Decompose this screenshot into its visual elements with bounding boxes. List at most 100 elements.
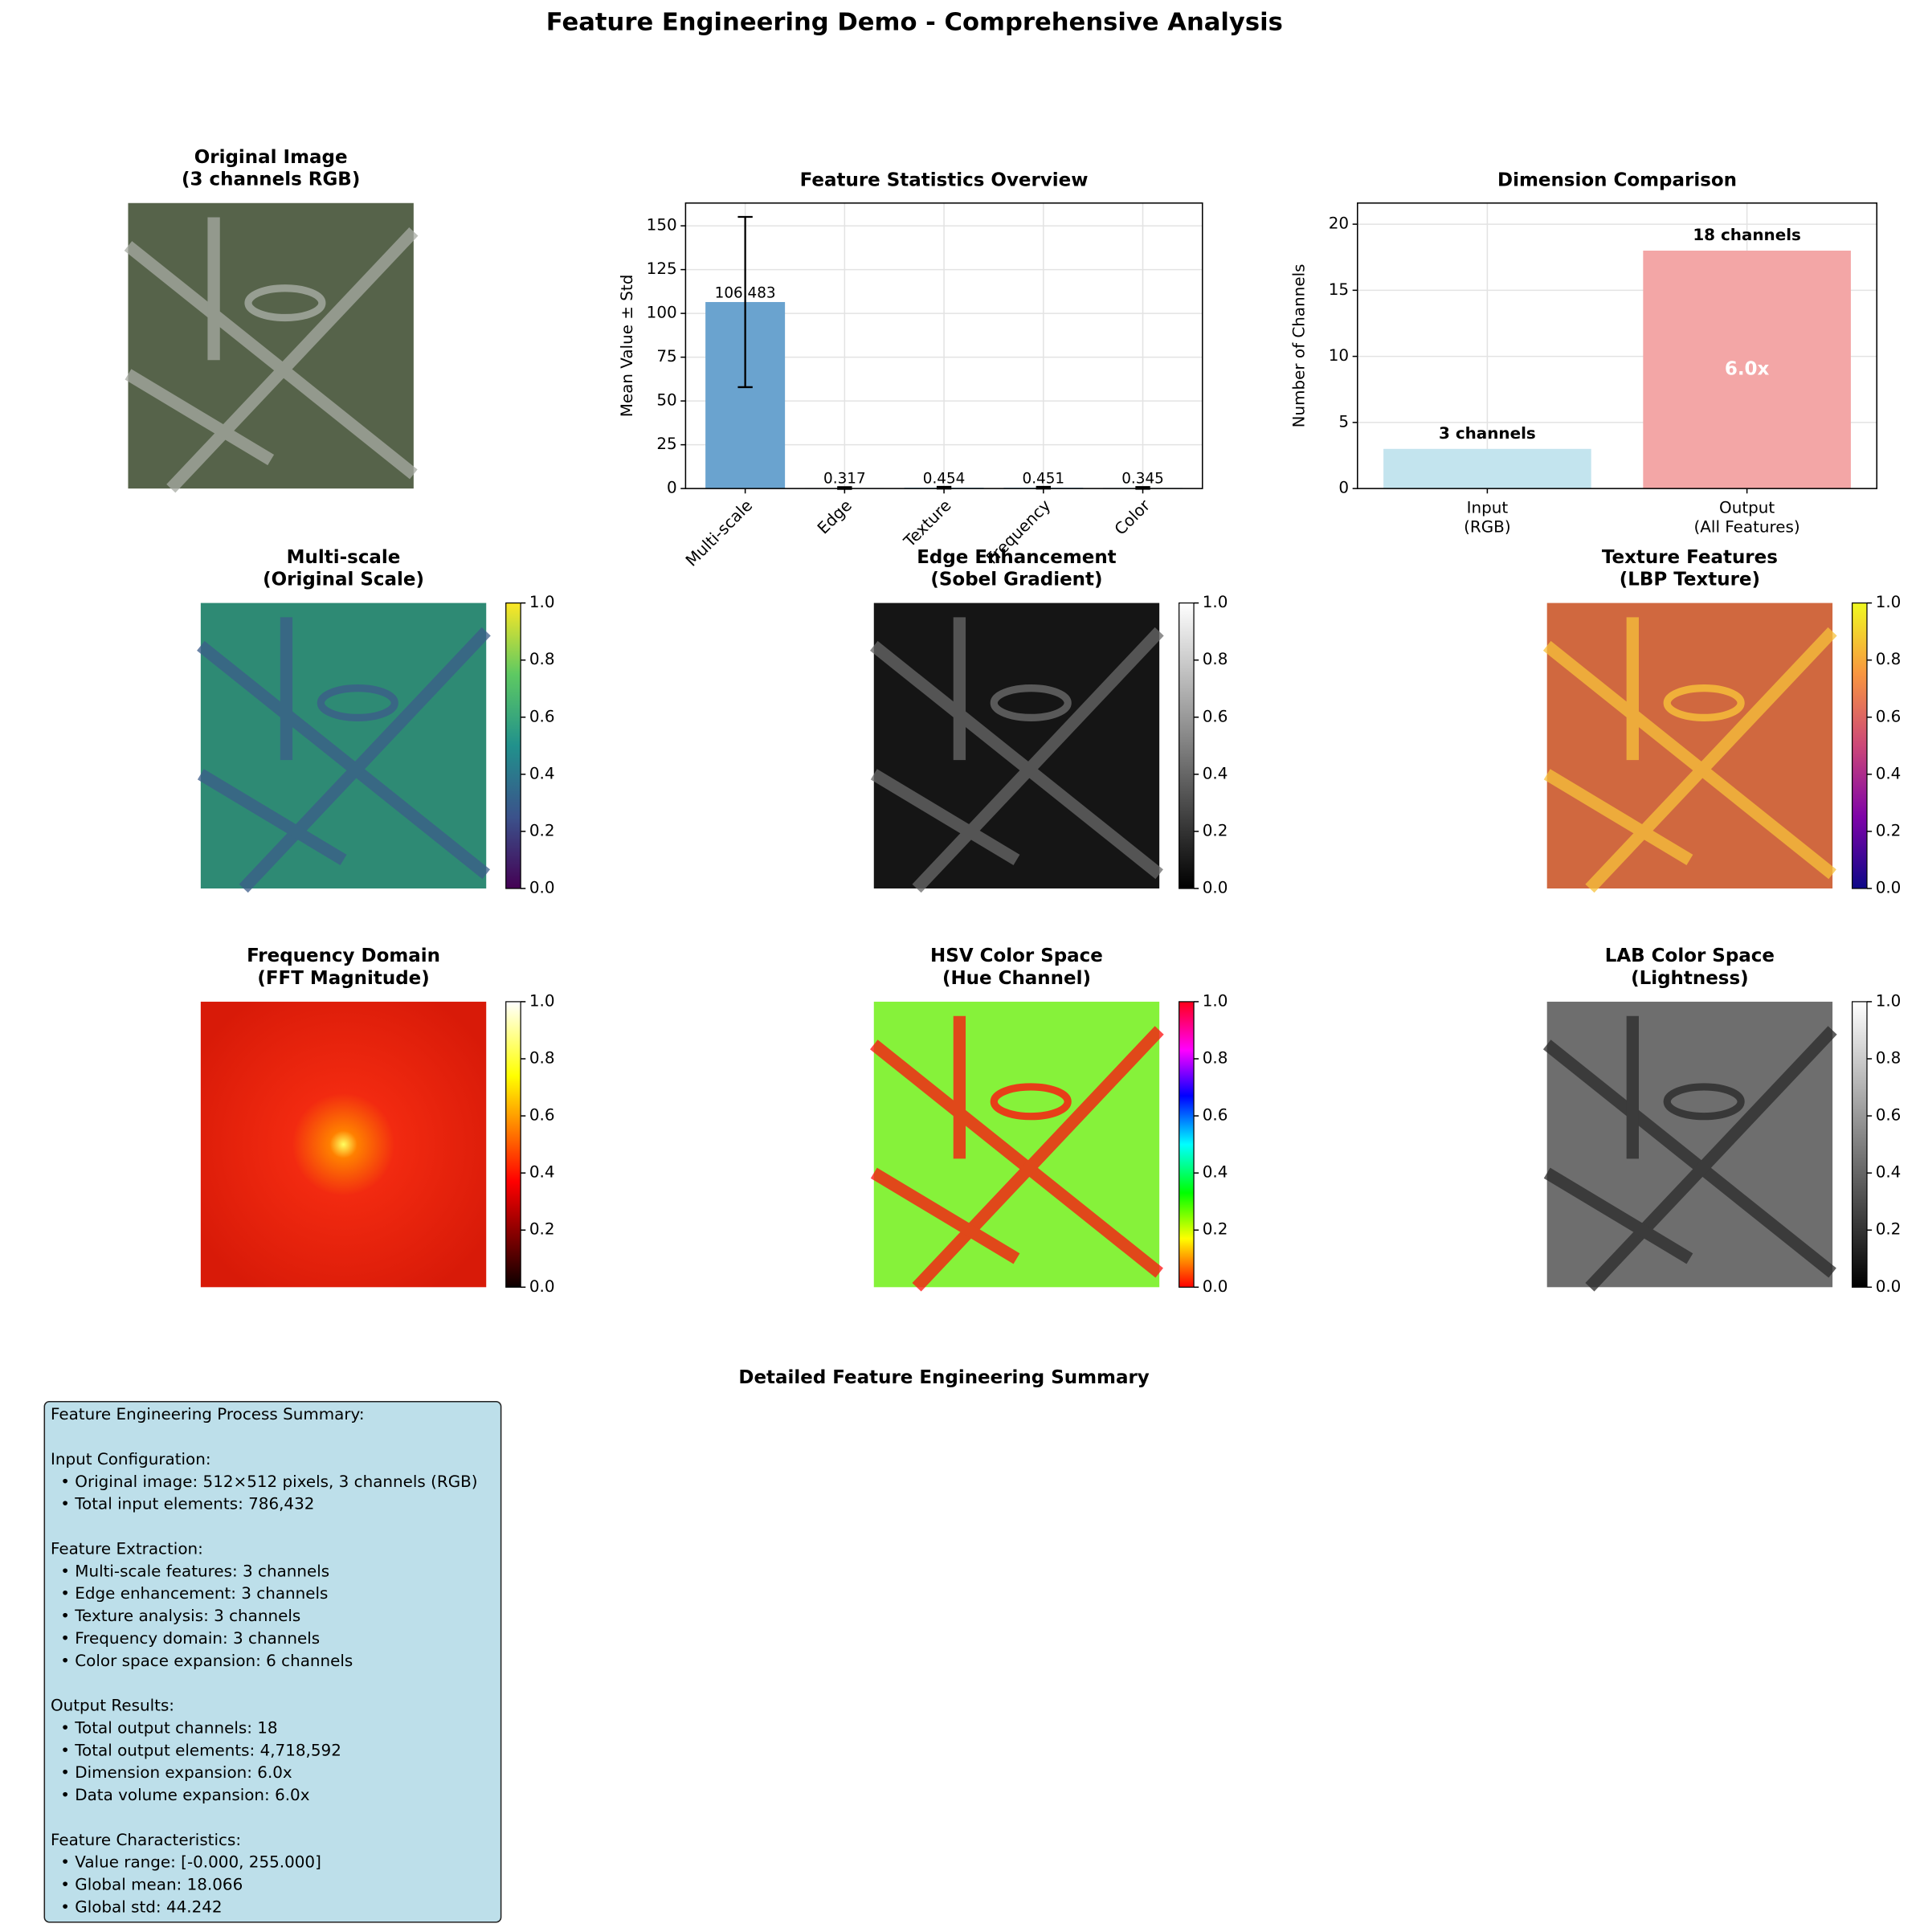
colorbar-tick-label: 0.0 — [1203, 1277, 1228, 1296]
colorbar — [1179, 1001, 1195, 1288]
colorbar-tick-label: 0.0 — [529, 1277, 555, 1296]
value-label: 3 channels — [1439, 424, 1536, 443]
panel-title: LAB Color Space (Lightness) — [1605, 946, 1775, 989]
colorbar-tick-label: 0.0 — [1203, 878, 1228, 897]
colorbar-tick-label: 0.6 — [529, 707, 555, 725]
colorbar — [1851, 1001, 1868, 1288]
summary-line: • Global std: 44.242 — [60, 1897, 222, 1916]
colorbar-tick-label: 0.4 — [1203, 1163, 1228, 1182]
annotation: 6.0x — [1725, 359, 1770, 380]
image-structure — [869, 617, 1164, 893]
value-label: 106.483 — [715, 284, 776, 301]
colorbar-tick-label: 1.0 — [1876, 593, 1902, 611]
x-tick-label: Input (RGB) — [1464, 498, 1510, 536]
bar — [1383, 448, 1591, 489]
beam — [869, 1040, 1163, 1278]
summary-line: • Frequency domain: 3 channels — [60, 1629, 320, 1648]
summary-line: • Texture analysis: 3 channels — [60, 1607, 300, 1625]
colorbar-tick-label: 0.4 — [1203, 764, 1228, 782]
x-tick-label: Multi-scale — [682, 496, 756, 570]
y-tick-label: 0 — [1338, 479, 1349, 497]
beam — [125, 369, 275, 466]
summary-line: • Original image: 512×512 pixels, 3 chan… — [60, 1472, 477, 1491]
summary-line: • Edge enhancement: 3 channels — [60, 1584, 328, 1603]
colorbar-tick-label: 1.0 — [529, 593, 555, 611]
insulator — [317, 684, 398, 721]
summary-line: • Total output channels: 18 — [60, 1718, 277, 1737]
colorbar-tick-label: 0.2 — [1876, 1220, 1902, 1239]
insulator — [1663, 684, 1745, 721]
colorbar-tick-label: 0.2 — [1203, 1220, 1228, 1239]
summary-line: • Color space expansion: 6 channels — [60, 1652, 353, 1670]
panel-title: Edge Enhancement (Sobel Gradient) — [917, 546, 1116, 590]
summary-line: • Total output elements: 4,718,592 — [60, 1741, 341, 1759]
summary-line: Feature Characteristics: — [51, 1831, 241, 1849]
image-structure — [1542, 1015, 1837, 1292]
panel-title: Multi-scale (Original Scale) — [263, 546, 424, 590]
chart-title: Dimension Comparison — [1497, 170, 1737, 191]
beam — [1543, 769, 1693, 866]
value-label: 0.317 — [823, 471, 866, 488]
colorbar — [505, 1001, 521, 1288]
y-tick-label: 125 — [647, 259, 677, 278]
bar — [1643, 250, 1851, 489]
image-structure — [124, 217, 419, 493]
insulator — [244, 284, 326, 322]
y-tick-label: 20 — [1329, 214, 1349, 233]
colorbar — [505, 602, 521, 889]
colorbar-tick-label: 0.0 — [1876, 1277, 1902, 1296]
colorbar-tick-label: 1.0 — [529, 991, 555, 1010]
insulator — [990, 684, 1072, 721]
y-tick-label: 10 — [1329, 346, 1349, 365]
y-axis-label: Mean Value ± Std — [618, 275, 636, 418]
panel-title: Original Image (3 channels RGB) — [182, 147, 360, 190]
beam — [1542, 1040, 1836, 1278]
y-tick-label: 5 — [1338, 412, 1349, 431]
colorbar-tick-label: 0.4 — [529, 1163, 555, 1182]
summary-line: Feature Engineering Process Summary: — [51, 1405, 365, 1423]
beam — [870, 1167, 1020, 1264]
beam — [166, 227, 419, 493]
beam — [1585, 1026, 1837, 1292]
summary-line: Feature Extraction: — [51, 1539, 203, 1558]
colorbar-tick-label: 0.8 — [1876, 650, 1902, 668]
y-tick-label: 0 — [667, 479, 677, 497]
panel-title: HSV Color Space (Hue Channel) — [930, 946, 1103, 989]
colorbar-tick-label: 0.4 — [1876, 1163, 1902, 1182]
colorbar-tick-label: 1.0 — [1203, 593, 1228, 611]
image-structure — [197, 617, 491, 893]
colorbar-tick-label: 0.0 — [1876, 878, 1902, 897]
y-tick-label: 150 — [647, 216, 677, 235]
beam — [1543, 1167, 1693, 1264]
x-tick-label: Output (All Features) — [1694, 498, 1800, 536]
axes-frame — [1357, 202, 1877, 489]
y-tick-label: 50 — [656, 391, 676, 410]
beam — [912, 627, 1164, 893]
summary-line: • Dimension expansion: 6.0x — [60, 1763, 292, 1782]
summary-box — [43, 1401, 502, 1923]
summary-line: • Data volume expansion: 6.0x — [60, 1786, 310, 1804]
summary-title: Detailed Feature Engineering Summary — [738, 1367, 1149, 1388]
value-label: 0.454 — [923, 470, 966, 487]
colorbar-tick-label: 0.8 — [1203, 650, 1228, 668]
colorbar-tick-label: 1.0 — [1876, 991, 1902, 1010]
value-label: 0.345 — [1121, 471, 1164, 488]
summary-line: • Total input elements: 786,432 — [60, 1495, 314, 1513]
image-structure — [1542, 617, 1837, 893]
colorbar-tick-label: 0.6 — [1876, 707, 1902, 725]
colorbar-tick-label: 0.0 — [529, 878, 555, 897]
y-axis-label: Number of Channels — [1289, 263, 1308, 427]
figure-title: Feature Engineering Demo - Comprehensive… — [546, 9, 1283, 37]
beam — [197, 640, 491, 880]
colorbar — [1179, 602, 1195, 889]
y-tick-label: 25 — [656, 435, 676, 453]
axes-frame — [684, 202, 1203, 489]
beam — [869, 640, 1163, 880]
colorbar-tick-label: 0.6 — [1203, 707, 1228, 725]
x-tick-label: Color — [1111, 496, 1154, 539]
panel-title: Frequency Domain (FFT Magnitude) — [247, 946, 440, 989]
beam — [1542, 640, 1836, 880]
colorbar-tick-label: 0.8 — [529, 1049, 555, 1068]
panel-title: Texture Features (LBP Texture) — [1602, 546, 1778, 590]
